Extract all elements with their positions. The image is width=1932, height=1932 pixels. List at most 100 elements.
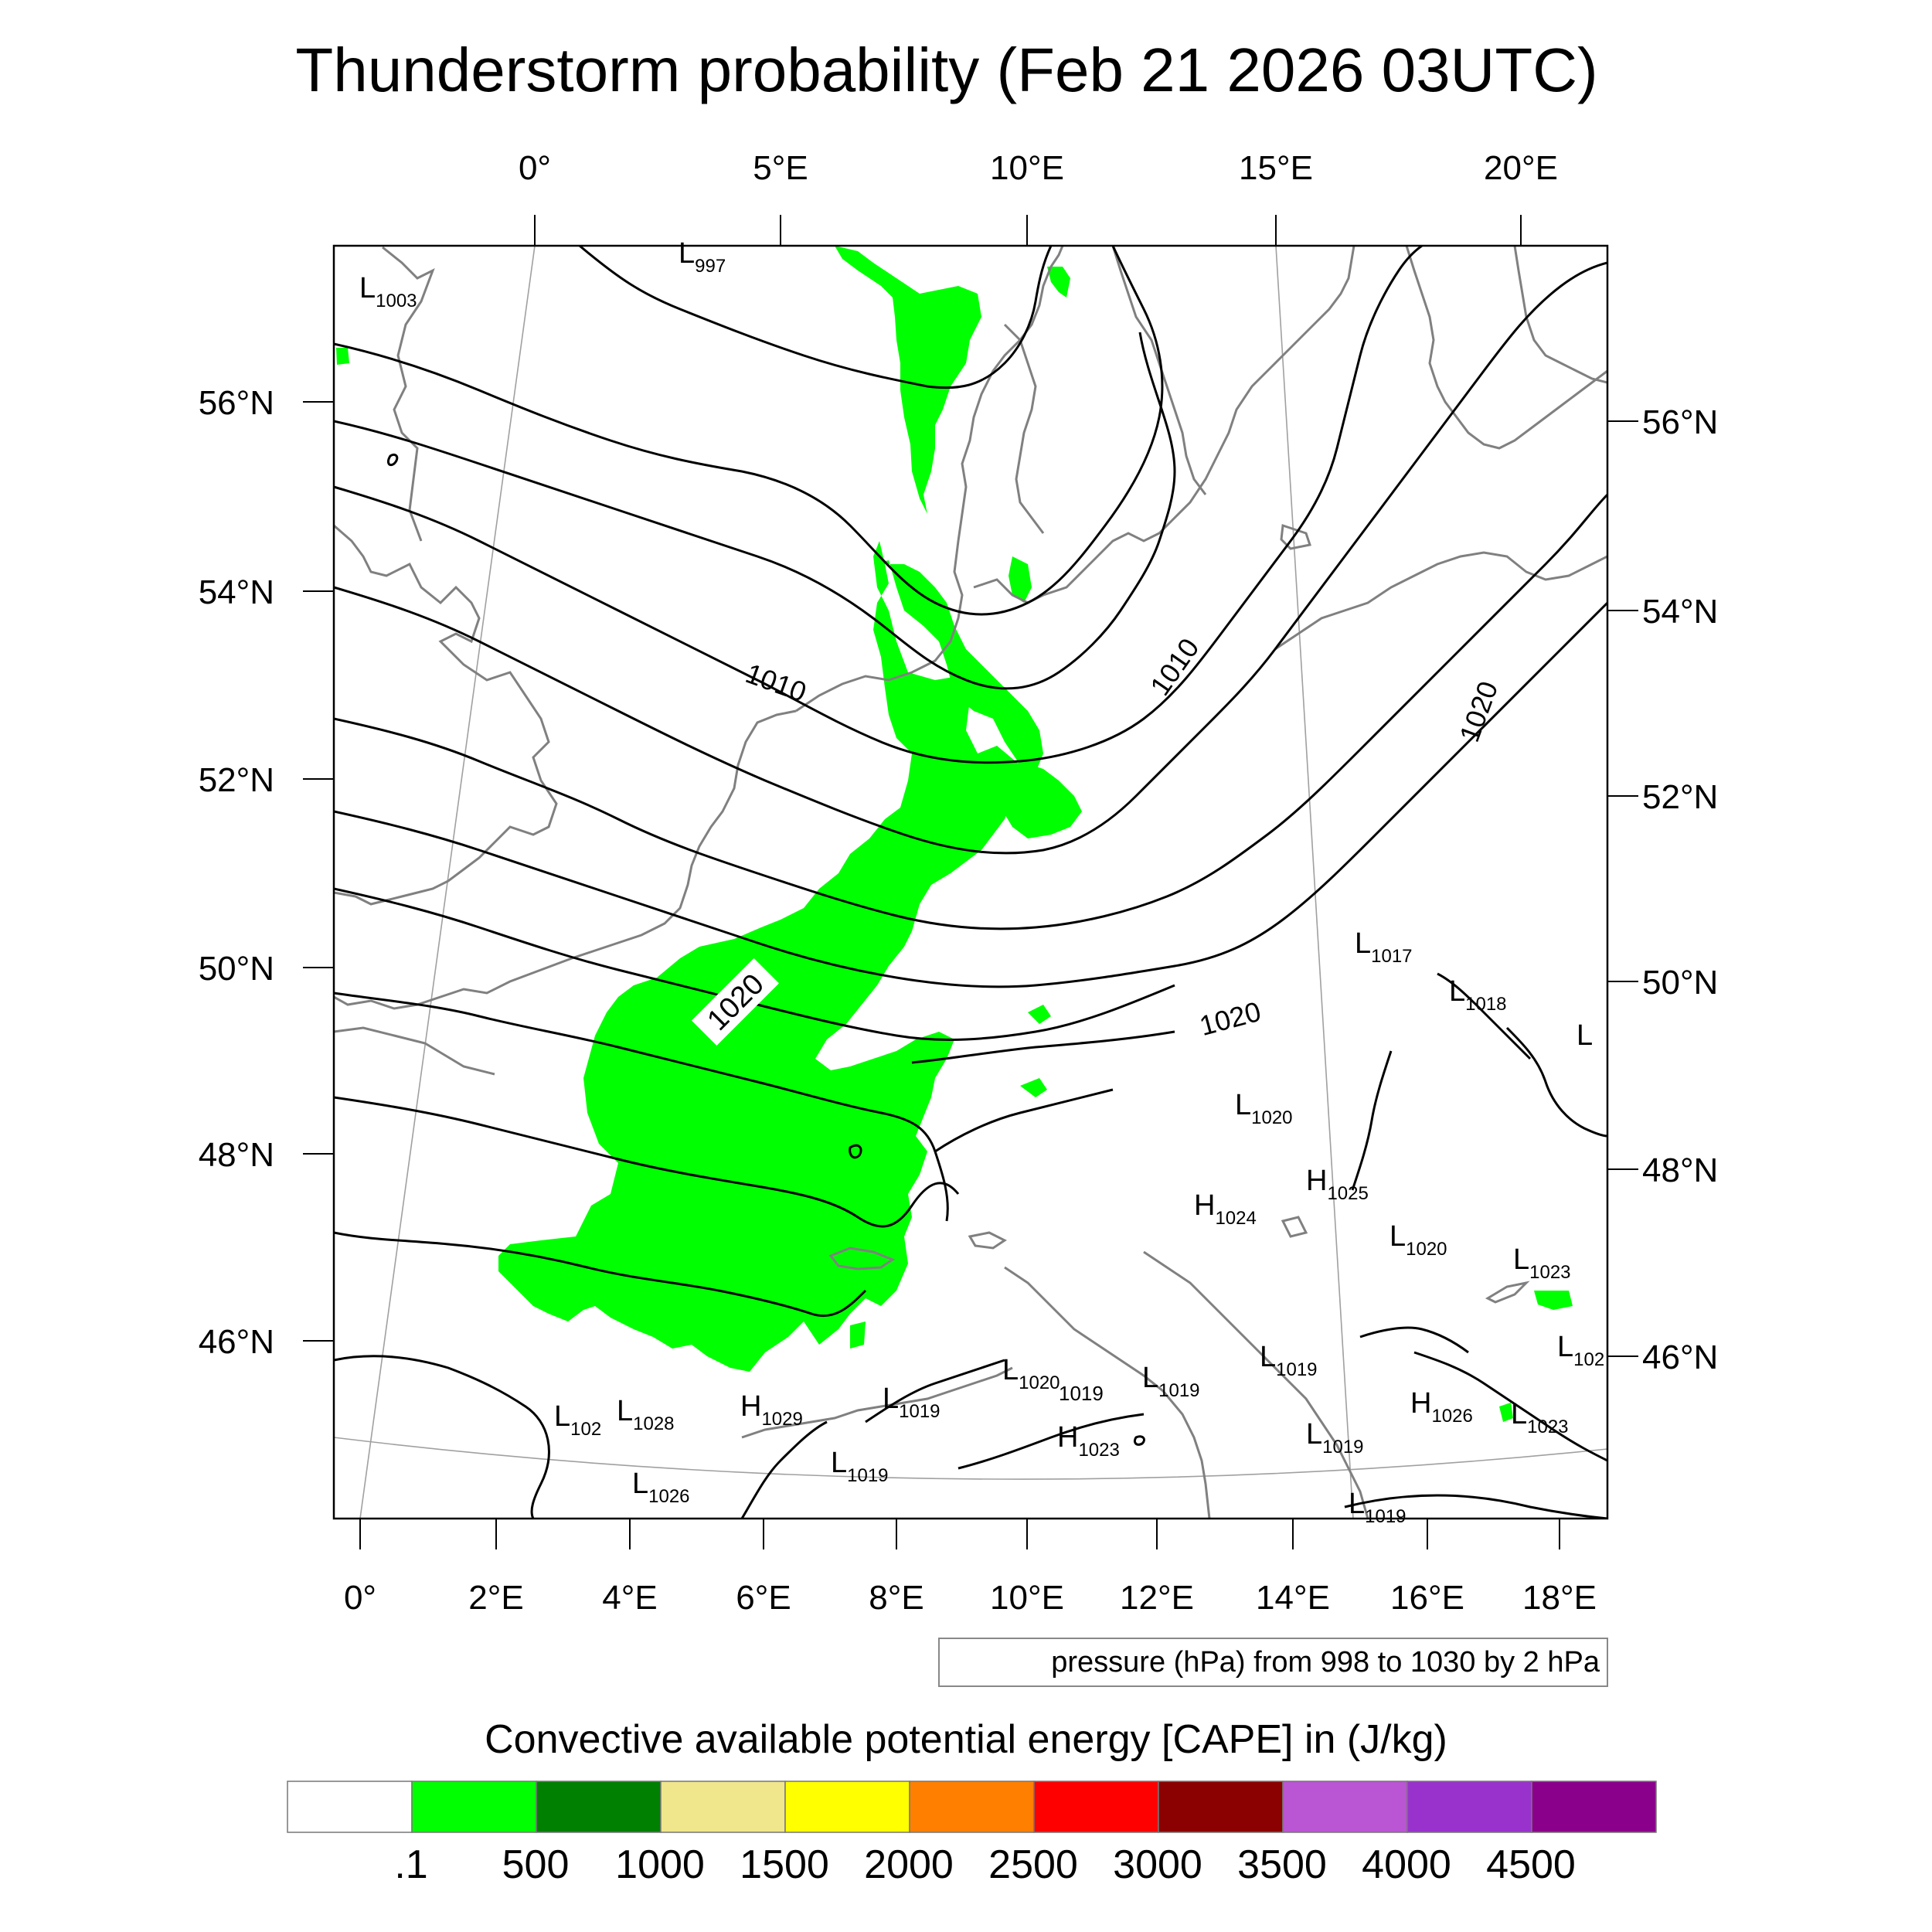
axis-tick-label: 0° [519,149,551,187]
pressure-center: L1019 [883,1383,940,1422]
colorbar-tick-label: 3000 [1113,1842,1202,1887]
colorbar [287,1781,1657,1833]
colorbar-swatch [536,1781,662,1833]
axis-tick-label: 12°E [1120,1579,1194,1617]
pressure-center: L1019 [1260,1341,1318,1380]
colorbar-tick-labels: .1 500 1000 1500 2000 2500 3000 3500 400… [394,1842,1576,1887]
contour-label: 1020 [1196,995,1264,1042]
pressure-center: L1020 [1002,1354,1060,1393]
axis-tick-label: 8°E [869,1579,923,1617]
axis-tick-label: 15°E [1239,149,1313,187]
colorbar-tick-label: 1500 [740,1842,829,1887]
contour-info-text: pressure (hPa) from 998 to 1030 by 2 hPa [1051,1646,1600,1679]
isobar-3 [334,332,1176,690]
pressure-center: L1019 [1349,1488,1406,1527]
pressure-centers: L997 L1003 L1017 L1018 L L1020 H1025 H10… [359,237,1604,1527]
colorbar-tick-label: .1 [394,1842,427,1887]
isobar-5 [334,261,1607,855]
pressure-center: L102 [554,1400,601,1440]
isobar-22 [1359,1326,1469,1354]
axis-tick-label: 46°N [1642,1338,1718,1376]
coast-islands-2 [1281,1216,1308,1238]
axis-tick-label: 46°N [199,1323,274,1361]
axis-tick-label: 52°N [1642,778,1718,816]
pressure-center: L102 [1557,1331,1604,1370]
axis-tick-label: 6°E [736,1579,791,1617]
coastlines [334,246,1607,1519]
axis-tick-label: 2°E [468,1579,523,1617]
pressure-center: H1025 [1306,1165,1369,1204]
isobar-11 [334,1231,867,1318]
pressure-center: L997 [679,237,726,277]
colorbar-tick-label: 1000 [615,1842,705,1887]
colorbar-swatch [1158,1781,1284,1833]
axis-tick-label: 4°E [602,1579,657,1617]
colorbar-tick-label: 3500 [1237,1842,1327,1887]
figure-title: Thunderstorm probability (Feb 21 2026 03… [295,36,1597,104]
pressure-center: L1028 [617,1395,675,1434]
isobar-12 [334,1355,550,1519]
isobar-4 [334,246,1423,764]
axis-ticks [303,215,1638,1549]
pressure-center: 1019 [1059,1382,1104,1405]
pressure-center: L1017 [1355,927,1413,967]
axis-tick-label: 50°N [1642,964,1718,1002]
axis-tick-label: 54°N [199,573,274,611]
colorbar-swatch [411,1781,537,1833]
isobar-18 [1437,972,1532,1060]
axis-tick-label: 10°E [990,1579,1064,1617]
coast-balaton [1485,1281,1530,1304]
pressure-center: L1023 [1513,1243,1571,1283]
axis-tick-label: 54°N [1642,593,1718,631]
map-area [334,246,1607,1519]
coast-mediterranean [741,1366,1013,1439]
axis-tick-label: 10°E [990,149,1064,187]
coast-northsea [795,246,1064,713]
coast-finland [1513,246,1607,384]
colorbar-swatch [660,1781,786,1833]
isobar-6 [334,493,1607,930]
isobar-7 [334,601,1607,988]
pressure-center: L1019 [1142,1362,1200,1401]
coast-denmark [1003,323,1045,534]
isobar-small-1 [849,1144,862,1159]
cape-region-small-2 [1047,267,1070,298]
isobar-13 [934,1088,1114,1153]
isobar-19 [1505,1026,1607,1138]
colorbar-title: Convective available potential energy [C… [485,1717,1447,1762]
coast-baltic-1 [973,246,1355,604]
axis-tick-label: 56°N [199,384,274,422]
contour-label: 1020 [1453,677,1504,746]
axis-tick-label: 48°N [1642,1151,1718,1189]
colorbar-tick-label: 500 [502,1842,570,1887]
pressure-center: H1023 [1057,1421,1120,1461]
cape-region-small-3 [1020,1078,1047,1097]
pressure-center: L1019 [831,1447,889,1486]
coast-baltic-2 [1274,551,1607,651]
isobar-17 [740,1420,828,1519]
coast-sweden [1111,246,1207,495]
contour-info-box: pressure (hPa) from 998 to 1030 by 2 hPa [938,1638,1608,1687]
isobar-14 [865,1359,1005,1423]
cape-region-small-1 [1009,556,1032,603]
cape-region-germany [873,560,1043,773]
coast-lake-geneva [828,1247,896,1270]
coast-islands-1 [1280,523,1311,550]
colorbar-swatch [1531,1781,1657,1833]
cape-region-main [498,541,1020,1372]
isobar-1 [579,246,1053,389]
pressure-center: L [1577,1019,1593,1052]
isobar-21 [1413,1351,1607,1462]
colorbar-tick-label: 2500 [988,1842,1078,1887]
contour-label: 1010 [742,657,811,708]
axis-tick-label: 0° [344,1579,376,1617]
axis-tick-label: 14°E [1256,1579,1330,1617]
colorbar-tick-label: 4000 [1362,1842,1451,1887]
axis-tick-label: 52°N [199,761,274,799]
isobar-small-2 [387,453,399,467]
parallel-45n [334,1437,1607,1480]
coast-italy [1004,1266,1211,1519]
meridian-15e [1275,246,1354,1519]
